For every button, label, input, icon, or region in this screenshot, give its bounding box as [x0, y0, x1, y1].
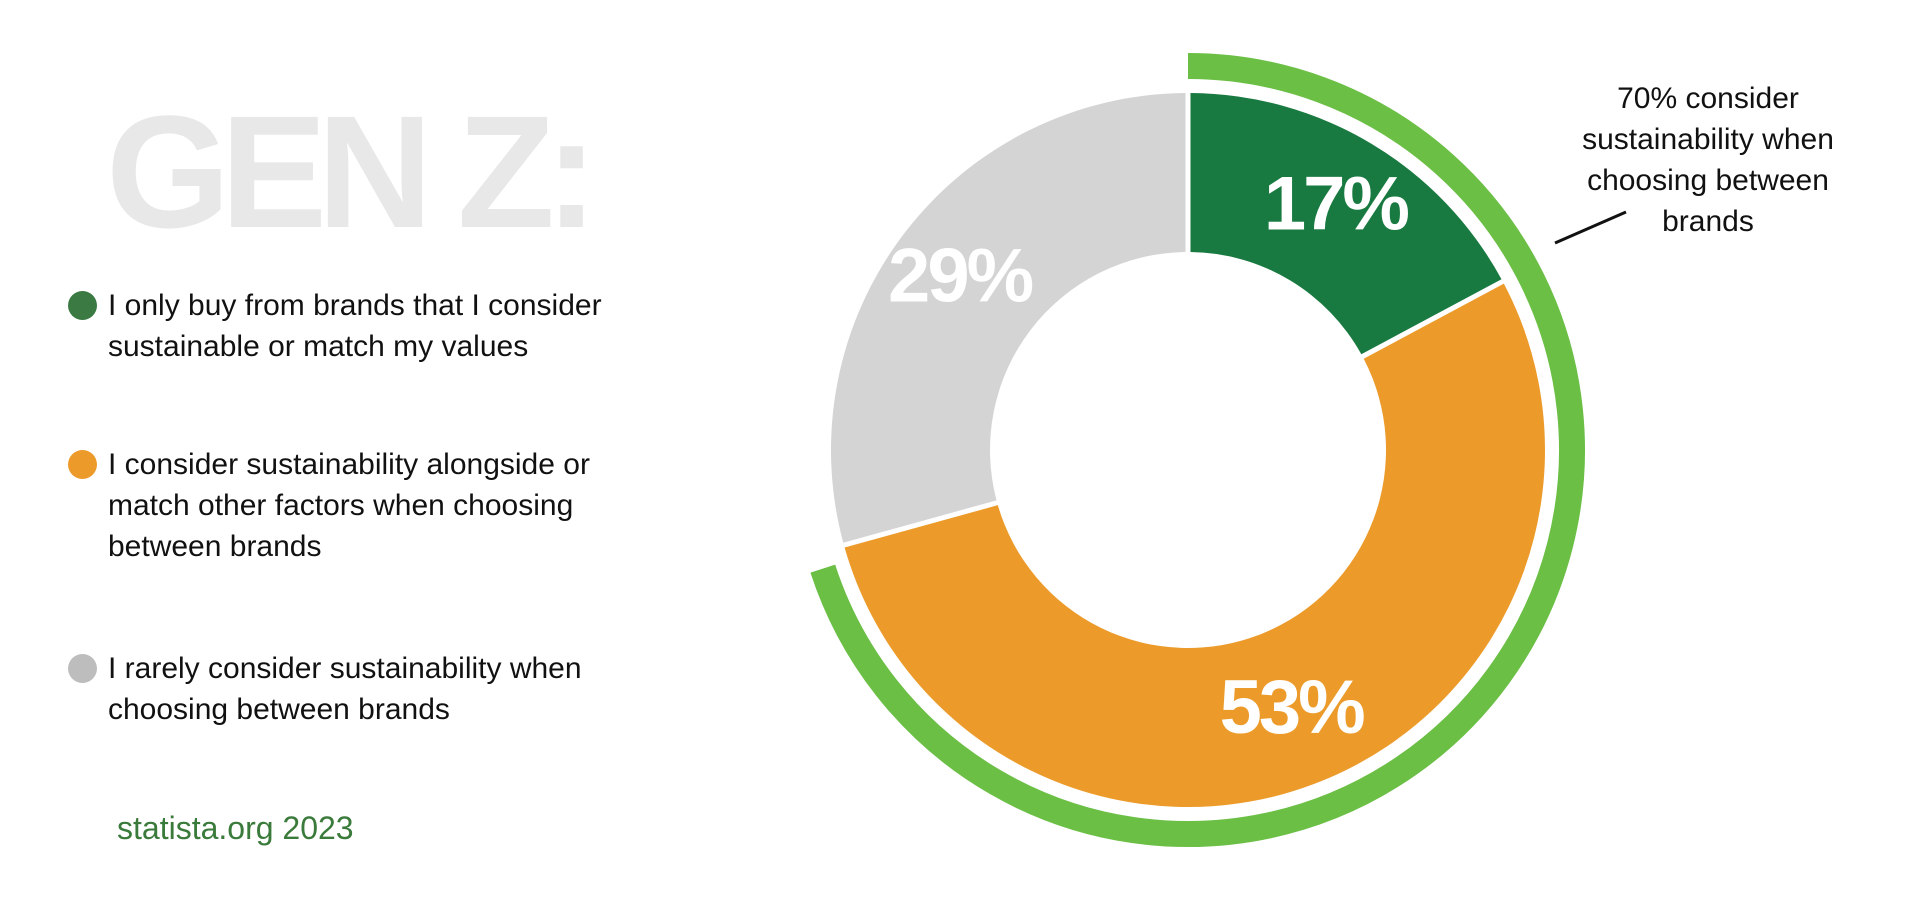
slice-label-1: 53%	[1220, 665, 1365, 750]
legend-label: I rarely consider sustainability when ch…	[108, 652, 582, 726]
source-credit: statista.org 2023	[117, 810, 354, 846]
donut-slice-2	[831, 93, 1186, 543]
legend-item-alongside: I consider sustainability alongside or m…	[68, 444, 748, 567]
legend-dot-icon	[68, 450, 97, 479]
legend-label: I consider sustainability alongside or m…	[108, 448, 590, 563]
legend-dot-icon	[68, 654, 97, 683]
annotation-leader-line	[1554, 210, 1627, 245]
legend: I only buy from brands that I consider s…	[0, 0, 760, 903]
donut-slice-1	[844, 283, 1545, 808]
legend-dot-icon	[68, 291, 97, 320]
page-title: GEN Z:	[106, 82, 598, 261]
slice-label-2: 29%	[888, 234, 1033, 319]
legend-label: I only buy from brands that I consider s…	[108, 289, 602, 363]
outer-arc-70-percent	[810, 53, 1585, 847]
legend-item-only-sustainable: I only buy from brands that I consider s…	[68, 285, 748, 367]
legend-item-rarely: I rarely consider sustainability when ch…	[68, 648, 748, 730]
slice-label-0: 17%	[1264, 161, 1409, 246]
annotation-text: 70% consider sustainability when choosin…	[1582, 82, 1834, 238]
donut-slice-0	[1190, 93, 1502, 355]
